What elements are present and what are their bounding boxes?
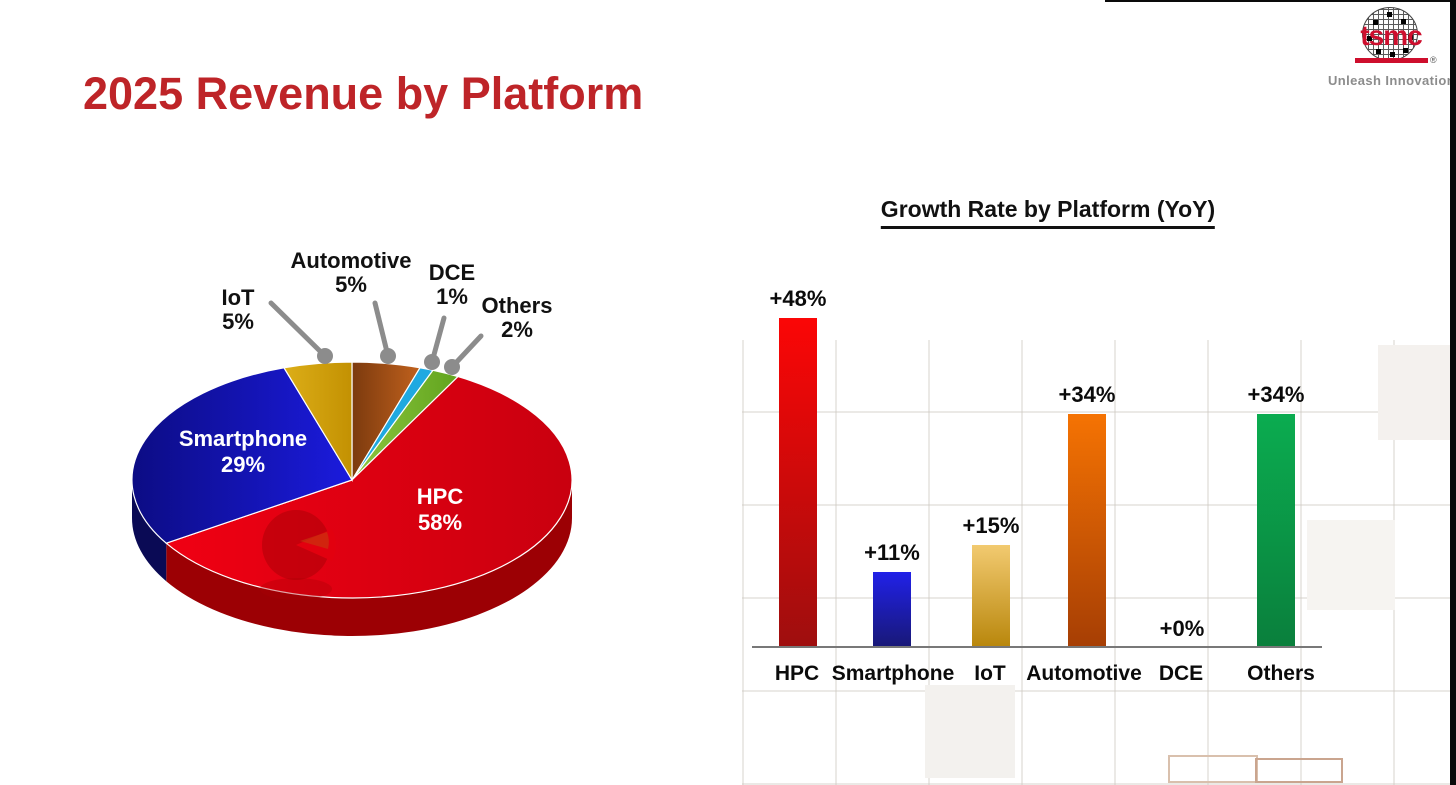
bar-rect <box>1068 414 1106 648</box>
bar-value-label: +15% <box>962 513 1020 538</box>
ghost-pie-shadow <box>260 578 332 600</box>
category-label-others: Others <box>1247 662 1315 685</box>
x-axis-line <box>752 646 1322 648</box>
pie-slice-iot <box>283 361 353 483</box>
pie-label-iot: IoT 5% <box>221 285 255 334</box>
bar-dce: +0% <box>1142 616 1222 648</box>
window-edge-top <box>1105 0 1456 2</box>
category-label-automotive: Automotive <box>1026 662 1142 685</box>
leader-dots <box>317 348 460 375</box>
bar-iot: +15% <box>951 513 1031 648</box>
bar-rect <box>779 318 817 648</box>
category-label-iot: IoT <box>974 662 1006 685</box>
category-label-dce: DCE <box>1158 662 1204 685</box>
tsmc-wordmark: tsmc <box>1360 20 1422 51</box>
pie-overlay <box>260 300 484 600</box>
category-label-hpc: HPC <box>774 662 820 685</box>
watermark-square <box>1378 345 1450 440</box>
bar-rect <box>972 545 1010 648</box>
bar-automotive: +34% <box>1047 382 1127 648</box>
leader-lines <box>268 300 484 370</box>
tsmc-logo: tsmc ® Unleash Innovation <box>1326 0 1456 96</box>
watermark-square <box>1307 520 1395 610</box>
bar-others: +34% <box>1236 382 1316 648</box>
ghost-pie-wedge <box>300 532 329 549</box>
leader-line-iot <box>268 300 328 359</box>
pie-label-hpc: HPC 58% <box>416 484 464 535</box>
bar-value-label: +48% <box>769 286 827 311</box>
logo-tagline: Unleash Innovation <box>1328 73 1456 88</box>
pie-slice-smartphone <box>131 367 353 544</box>
category-label-smartphone: Smartphone <box>831 662 955 685</box>
bar-hpc: +48% <box>758 286 838 648</box>
bar-value-label: +0% <box>1159 616 1205 641</box>
pie-label-smartphone: Smartphone 29% <box>178 426 308 477</box>
pie-svg <box>131 300 573 636</box>
page-title: 2025 Revenue by Platform <box>83 68 644 119</box>
leader-line-automotive <box>372 300 391 359</box>
bar-value-label: +11% <box>864 540 920 565</box>
bar-rect <box>873 572 911 648</box>
bar-chart-title: Growth Rate by Platform (YoY) <box>880 196 1216 229</box>
window-edge-right <box>1450 0 1456 785</box>
watermark-square <box>925 685 1015 778</box>
registered-mark: ® <box>1430 55 1437 65</box>
bar-chart: Growth Rate by Platform (YoY) +48% +11% … <box>740 190 1350 785</box>
pie-side-smartphone <box>132 480 167 582</box>
bar-rect <box>1257 414 1295 648</box>
pie-chart: IoT 5% Automotive 5% DCE 1% Others 2% Sm… <box>131 248 573 636</box>
logo-underline <box>1355 58 1428 63</box>
bar-value-label: +34% <box>1058 382 1116 407</box>
pie-side-hpc <box>166 480 572 636</box>
pie-label-automotive: Automotive 5% <box>290 248 412 297</box>
bar-value-label: +34% <box>1247 382 1305 407</box>
pie-label-dce: DCE 1% <box>428 260 476 309</box>
bar-smartphone: +11% <box>852 540 932 648</box>
pie-label-others: Others 2% <box>481 293 553 342</box>
watermark-square <box>1255 758 1343 783</box>
watermark-square <box>1168 755 1258 783</box>
